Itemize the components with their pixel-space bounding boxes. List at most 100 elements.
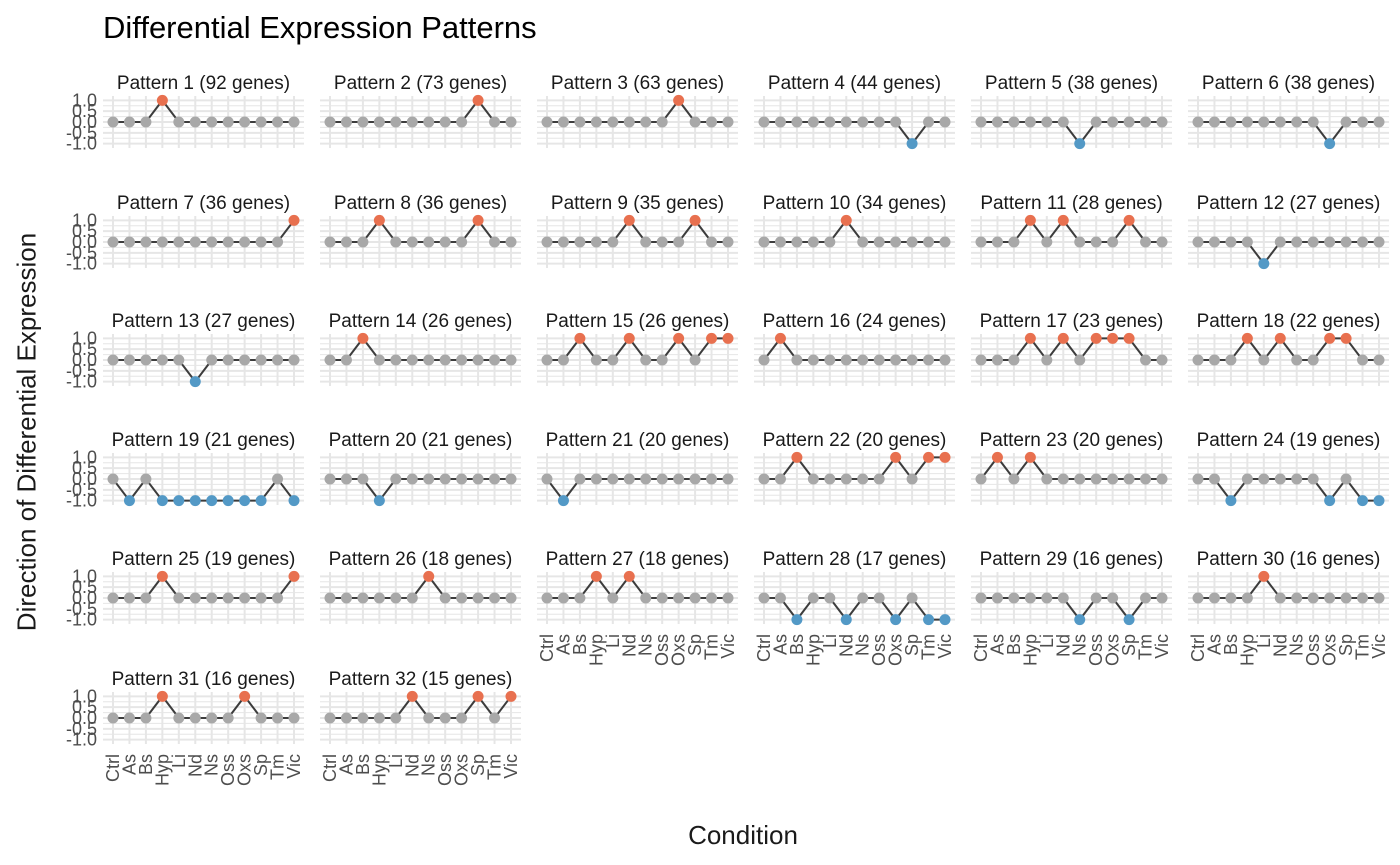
point-neutral	[557, 236, 569, 248]
point-neutral	[923, 236, 935, 248]
y-tick-label: 1.0	[72, 90, 97, 110]
x-tick-label: Hyp	[152, 754, 172, 786]
point-neutral	[406, 592, 418, 604]
facet-panel: Pattern 10 (34 genes)	[754, 193, 955, 268]
x-tick-label: Sp	[685, 634, 705, 656]
point-neutral	[1307, 592, 1319, 604]
point-neutral	[975, 473, 987, 485]
point-neutral	[340, 473, 352, 485]
point-neutral	[541, 116, 553, 128]
point-neutral	[673, 592, 685, 604]
x-axis-label: Condition	[688, 820, 798, 850]
point-neutral	[1008, 473, 1020, 485]
point-neutral	[206, 592, 218, 604]
y-tick-label: 0.5	[72, 101, 97, 121]
point-up	[1090, 332, 1102, 344]
x-tick-label: Ns	[636, 634, 656, 656]
point-neutral	[807, 236, 819, 248]
point-neutral	[857, 592, 869, 604]
x-tick-label: Bs	[136, 754, 156, 775]
point-neutral	[206, 116, 218, 128]
facet-title: Pattern 28 (17 genes)	[763, 549, 947, 570]
point-neutral	[1192, 236, 1204, 248]
chart-title: Differential Expression Patterns	[103, 10, 537, 45]
y-tick-label: 0.0	[72, 232, 97, 252]
facet-title: Pattern 5 (38 genes)	[985, 73, 1158, 94]
point-up	[156, 690, 168, 702]
point-neutral	[1373, 236, 1385, 248]
point-neutral	[1208, 592, 1220, 604]
point-neutral	[1140, 592, 1152, 604]
point-neutral	[107, 116, 119, 128]
point-neutral	[1340, 473, 1352, 485]
point-neutral	[456, 116, 468, 128]
facet-title: Pattern 15 (26 genes)	[546, 311, 730, 332]
point-neutral	[239, 236, 251, 248]
point-neutral	[222, 592, 234, 604]
point-neutral	[923, 354, 935, 366]
point-up	[1123, 214, 1135, 226]
y-tick-label: 0.5	[72, 458, 97, 478]
y-tick-label: 0.5	[72, 221, 97, 241]
point-neutral	[140, 116, 152, 128]
point-neutral	[1057, 116, 1069, 128]
point-neutral	[1258, 473, 1270, 485]
point-up	[472, 214, 484, 226]
point-neutral	[340, 236, 352, 248]
point-neutral	[1074, 236, 1086, 248]
point-neutral	[824, 473, 836, 485]
x-tick-label: Vic	[935, 634, 955, 659]
x-tick-label: Nd	[1270, 634, 1290, 657]
facet-title: Pattern 12 (27 genes)	[1197, 193, 1381, 214]
x-tick-label: Tm	[485, 754, 505, 780]
point-down	[373, 495, 385, 507]
y-tick-label: 0.0	[72, 350, 97, 370]
facet-title: Pattern 24 (19 genes)	[1197, 430, 1381, 451]
x-tick-label: Ns	[202, 754, 222, 776]
point-neutral	[272, 592, 284, 604]
point-neutral	[1241, 592, 1253, 604]
point-neutral	[1192, 116, 1204, 128]
point-neutral	[439, 116, 451, 128]
point-neutral	[840, 354, 852, 366]
point-neutral	[1041, 473, 1053, 485]
point-down	[791, 614, 803, 626]
point-neutral	[1041, 236, 1053, 248]
point-neutral	[623, 116, 635, 128]
x-tick-label: Hyp	[586, 634, 606, 666]
point-neutral	[689, 116, 701, 128]
point-up	[1274, 332, 1286, 344]
point-neutral	[1291, 116, 1303, 128]
point-up	[357, 332, 369, 344]
point-neutral	[107, 354, 119, 366]
y-tick-label: 1.0	[72, 328, 97, 348]
facet-panel: Pattern 25 (19 genes) -1.0-0.50.00.51.0	[66, 549, 304, 630]
point-neutral	[340, 712, 352, 724]
point-neutral	[390, 712, 402, 724]
point-neutral	[472, 473, 484, 485]
point-neutral	[423, 473, 435, 485]
facet-panel: Pattern 3 (63 genes)	[537, 73, 738, 148]
point-neutral	[906, 236, 918, 248]
point-neutral	[840, 116, 852, 128]
point-neutral	[107, 712, 119, 724]
point-neutral	[991, 236, 1003, 248]
x-tick-label: Tm	[702, 634, 722, 660]
point-neutral	[1241, 473, 1253, 485]
x-tick-label: Vic	[1152, 634, 1172, 659]
point-neutral	[689, 473, 701, 485]
point-up	[1024, 332, 1036, 344]
point-neutral	[1192, 592, 1204, 604]
point-neutral	[1307, 236, 1319, 248]
point-neutral	[1024, 592, 1036, 604]
point-neutral	[1241, 236, 1253, 248]
point-neutral	[373, 354, 385, 366]
point-up	[722, 332, 734, 344]
point-neutral	[923, 116, 935, 128]
x-tick-label: Oxs	[235, 754, 255, 786]
point-neutral	[1008, 116, 1020, 128]
y-tick-label: -1.0	[66, 491, 97, 511]
y-tick-label: 1.0	[72, 566, 97, 586]
x-tick-label: Oxs	[452, 754, 472, 786]
point-neutral	[1140, 116, 1152, 128]
